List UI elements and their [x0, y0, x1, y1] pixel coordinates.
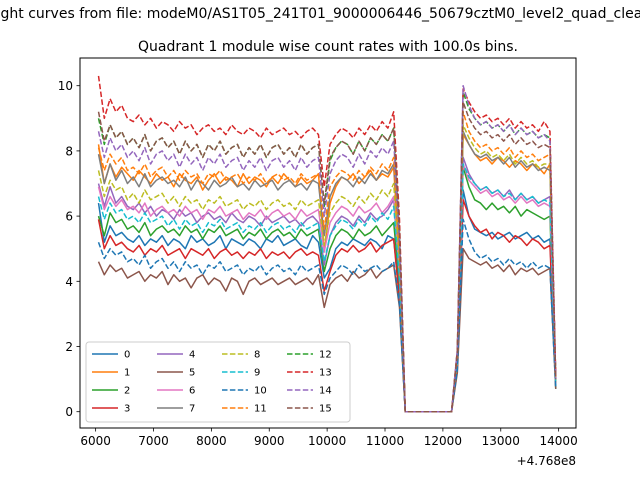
- series-line-8: [97, 124, 557, 413]
- legend-label: 9: [254, 368, 260, 379]
- legend-label: 14: [319, 386, 332, 397]
- x-tick-label: 10000: [308, 434, 346, 448]
- legend-item-4: 4: [157, 350, 195, 361]
- x-tick-label: 14000: [540, 434, 578, 448]
- x-tick-label: 7000: [138, 434, 169, 448]
- legend-label: 8: [254, 350, 260, 361]
- legend-label: 5: [189, 368, 195, 379]
- legend-item-7: 7: [157, 404, 195, 415]
- series-line-3: [97, 199, 557, 413]
- series-line-7: [97, 130, 557, 413]
- legend-frame: [85, 341, 351, 423]
- legend-item-12: 12: [287, 350, 332, 361]
- figure-suptitle: Light curves from file: modeM0/AS1T05_24…: [0, 6, 640, 22]
- x-tick-label: 6000: [80, 434, 111, 448]
- series-line-15: [97, 101, 557, 413]
- legend-label: 15: [319, 404, 332, 415]
- legend-item-0: 0: [92, 350, 130, 361]
- legend-item-2: 2: [92, 386, 130, 397]
- axes-frame: [79, 57, 577, 429]
- x-tick-label: 9000: [254, 434, 285, 448]
- legend-label: 6: [189, 386, 195, 397]
- legend-label: 12: [319, 350, 332, 361]
- series-line-14: [97, 84, 557, 413]
- y-tick-label: 4: [65, 275, 73, 289]
- series-line-6: [97, 163, 557, 413]
- legend-label: 0: [124, 350, 130, 361]
- legend-label: 11: [254, 404, 267, 415]
- series-line-9: [97, 163, 557, 413]
- legend-label: 4: [189, 350, 195, 361]
- legend-item-14: 14: [287, 386, 332, 397]
- legend-item-1: 1: [92, 368, 130, 379]
- legend-label: 3: [124, 404, 130, 415]
- y-tick-label: 10: [58, 79, 73, 93]
- legend-item-11: 11: [222, 404, 267, 415]
- series-line-11: [97, 111, 557, 413]
- x-tick-label: 13000: [482, 434, 520, 448]
- legend-label: 2: [124, 386, 130, 397]
- x-axis: 6000 7000 8000 9000 10000 11000 12000 13000 1400…: [80, 428, 578, 448]
- x-tick-label: 11000: [366, 434, 404, 448]
- y-tick-label: 2: [65, 340, 73, 354]
- legend-label: 7: [189, 404, 195, 415]
- series-layer: [97, 75, 557, 413]
- legend-item-3: 3: [92, 404, 130, 415]
- legend-item-9: 9: [222, 368, 260, 379]
- x-tick-label: 12000: [424, 434, 462, 448]
- y-tick-label: 8: [65, 144, 73, 158]
- x-tick-label: 8000: [196, 434, 227, 448]
- legend-item-5: 5: [157, 368, 195, 379]
- series-line-5: [97, 247, 557, 413]
- legend-item-13: 13: [287, 368, 332, 379]
- y-tick-label: 6: [65, 210, 73, 224]
- chart-title: Quadrant 1 module wise count rates with …: [138, 39, 518, 55]
- legend-item-10: 10: [222, 386, 267, 397]
- legend-item-6: 6: [157, 386, 195, 397]
- series-line-13: [97, 75, 557, 413]
- series-line-10: [97, 218, 557, 413]
- series-line-2: [97, 166, 557, 413]
- legend-label: 13: [319, 368, 332, 379]
- legend-label: 1: [124, 368, 130, 379]
- y-tick-label: 0: [65, 405, 73, 419]
- legend-item-15: 15: [287, 404, 332, 415]
- legend-item-8: 8: [222, 350, 260, 361]
- x-offset-label: +4.768e8: [517, 454, 576, 468]
- legend-label: 10: [254, 386, 267, 397]
- y-axis: 0 2 4 6 8 10: [58, 79, 80, 419]
